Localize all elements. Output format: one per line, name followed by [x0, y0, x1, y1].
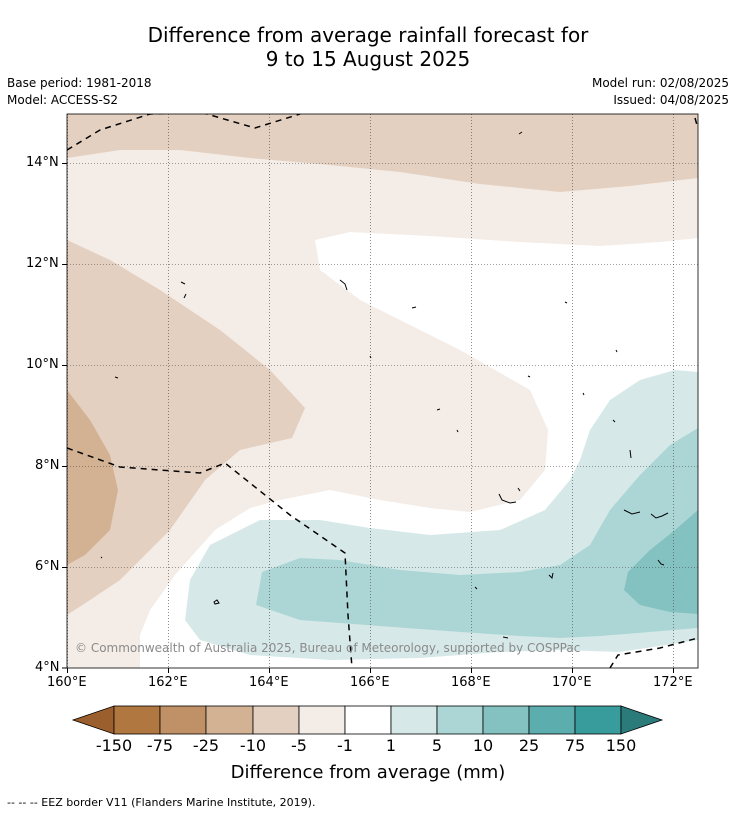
colorbar-bin — [298, 705, 346, 735]
colorbar-label: -150 — [95, 736, 133, 755]
lon-tick-label: 166°E — [350, 675, 390, 690]
lon-tick-label: 164°E — [249, 675, 289, 690]
contour-teal-deep — [624, 510, 698, 614]
colorbar-label: 10 — [472, 736, 494, 755]
islands — [100, 131, 669, 639]
map-title-line-1: Difference from average rainfall forecas… — [147, 23, 589, 47]
colorbar-label: 75 — [564, 736, 586, 755]
contour-light-brown — [67, 114, 698, 668]
lat-tick-label: 6°N — [35, 559, 60, 574]
lat-tick-label: 10°N — [26, 357, 59, 372]
contour-teal-mid — [256, 428, 698, 638]
lat-tick-label: 14°N — [26, 155, 59, 170]
colorbar-label: 25 — [518, 736, 540, 755]
colorbar-bin — [113, 705, 161, 735]
colorbar-label: -5 — [291, 736, 307, 755]
base-period: Base period: 1981-2018 — [7, 76, 152, 90]
copyright-notice: © Commonwealth of Australia 2025, Bureau… — [75, 641, 581, 655]
map-plot-area — [67, 114, 698, 668]
model-name: Model: ACCESS-S2 — [7, 93, 119, 107]
lon-tick-label: 160°E — [47, 675, 87, 690]
eez-footnote: -- -- -- EEZ border V11 (Flanders Marine… — [7, 796, 316, 809]
colorbar-bin — [344, 705, 392, 735]
issued-date: Issued: 04/08/2025 — [613, 93, 729, 107]
map-title-line-2: 9 to 15 August 2025 — [265, 47, 471, 71]
lon-tick-label: 172°E — [653, 675, 693, 690]
colorbar-bin — [528, 705, 576, 735]
colorbar-extend-low — [71, 705, 115, 735]
lon-tick-label: 162°E — [148, 675, 188, 690]
colorbar-bin — [482, 705, 530, 735]
map-gridlines — [67, 114, 698, 668]
contour-brown-west — [67, 240, 305, 615]
contour-brown-top — [67, 114, 698, 192]
colorbar-bin — [205, 705, 254, 735]
colorbar-bin — [436, 705, 484, 735]
colorbar-bin — [159, 705, 207, 735]
contour-brown-core — [67, 390, 118, 565]
lon-tick-label: 170°E — [552, 675, 592, 690]
colorbar-label: 1 — [385, 736, 397, 755]
colorbar-label: -75 — [146, 736, 174, 755]
colorbar-label: -1 — [337, 736, 353, 755]
colorbar-bin — [252, 705, 300, 735]
model-run: Model run: 02/08/2025 — [591, 76, 729, 90]
lat-tick-label: 4°N — [35, 660, 60, 675]
colorbar-bin — [390, 705, 438, 735]
lat-tick-label: 8°N — [35, 458, 60, 473]
colorbar-label: 5 — [431, 736, 443, 755]
colorbar-extend-high — [620, 705, 664, 735]
colorbar-title: Difference from average (mm) — [230, 762, 506, 783]
colorbar-label: 150 — [605, 736, 637, 755]
lon-tick-label: 168°E — [451, 675, 491, 690]
colorbar-label: -10 — [239, 736, 267, 755]
colorbar-bin — [574, 705, 622, 735]
eez-borders — [67, 114, 698, 668]
colorbar — [71, 705, 664, 735]
colorbar-label: -25 — [192, 736, 220, 755]
lat-tick-label: 12°N — [26, 256, 59, 271]
axis-ticks — [62, 163, 674, 673]
map-frame — [66, 113, 699, 669]
